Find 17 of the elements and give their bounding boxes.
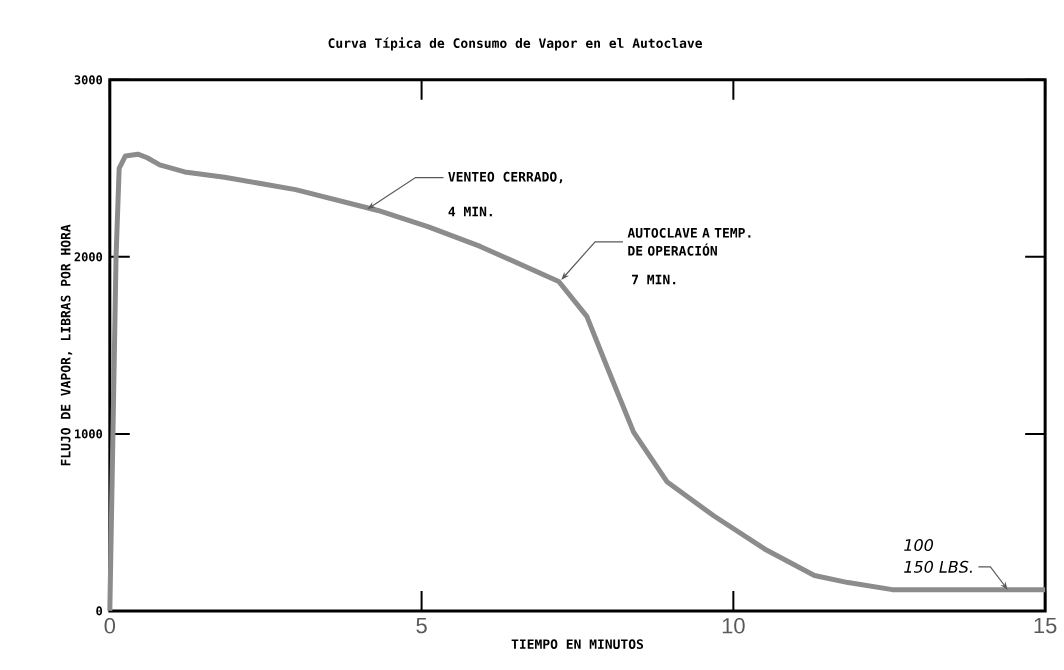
x-tick-label: 10 <box>722 618 745 634</box>
x-tick-label: 0 <box>104 618 116 634</box>
annotation: 7 MIN. <box>632 274 676 285</box>
x-tick-label: 5 <box>416 618 427 634</box>
x-tick-label: 15 <box>1034 618 1057 634</box>
annotation: VENTEO CERRADO, <box>448 171 563 184</box>
y-tick-label: 1000 <box>75 429 103 439</box>
y-tick-label: 2000 <box>74 252 103 262</box>
y-axis-title: FLUJO DE VAPOR, LIBRAS POR HORA <box>60 224 73 466</box>
annotation: AUTOCLAVE A TEMP. DE OPERACIÓN <box>627 228 751 256</box>
annotation: 150 LBS. <box>904 560 972 573</box>
chart-title: Curva Típica de Consumo de Vapor en el Autoclave <box>328 37 702 51</box>
y-tick-label: 3000 <box>74 75 103 85</box>
annotation: 4 MIN. <box>448 206 492 217</box>
x-axis-title: TIEMPO EN MINUTOS <box>511 639 644 650</box>
y-tick-label: 0 <box>96 606 103 616</box>
annotation: 100 <box>904 539 934 552</box>
